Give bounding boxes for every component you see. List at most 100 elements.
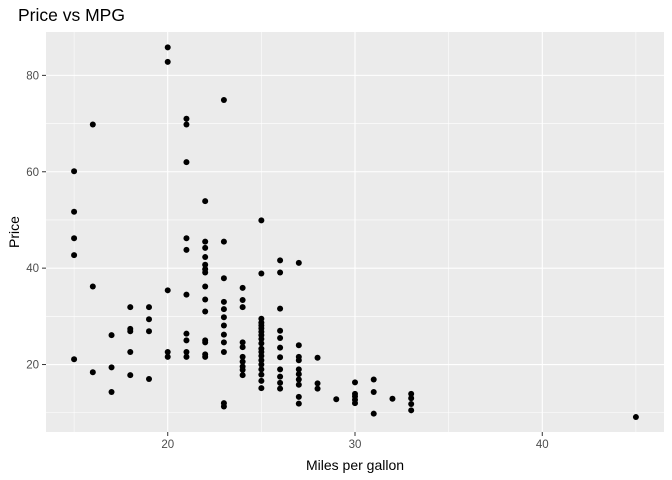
data-point — [164, 349, 171, 355]
data-point — [220, 306, 227, 313]
data-point — [258, 385, 265, 392]
data-point — [164, 58, 171, 65]
data-point — [220, 403, 227, 410]
data-point — [295, 371, 302, 378]
data-point — [127, 372, 134, 379]
data-point — [239, 366, 246, 373]
data-point — [202, 296, 209, 303]
data-point — [220, 331, 227, 338]
data-point — [183, 337, 190, 344]
data-point — [258, 361, 265, 368]
data-point — [258, 217, 265, 224]
data-point — [370, 376, 377, 383]
data-points — [71, 44, 639, 421]
data-point — [370, 389, 377, 395]
data-point — [183, 330, 190, 337]
data-point — [295, 400, 302, 407]
data-point — [239, 296, 246, 303]
y-tick-label: 60 — [26, 167, 39, 179]
tick-labels: 20 30 40 20 40 60 80 — [26, 70, 548, 451]
data-point — [202, 353, 209, 360]
data-point — [164, 44, 171, 51]
data-point — [71, 356, 78, 363]
data-point — [239, 344, 246, 351]
data-point — [277, 344, 284, 351]
data-point — [220, 96, 227, 103]
data-point — [183, 349, 190, 355]
data-point — [258, 357, 265, 364]
data-point — [258, 366, 265, 373]
data-point — [183, 121, 190, 128]
data-point — [239, 353, 246, 360]
chart-title: Price vs MPG — [18, 5, 125, 25]
data-point — [202, 261, 209, 268]
y-axis-title: Price — [6, 216, 22, 248]
data-point — [295, 357, 302, 364]
data-point — [258, 335, 265, 342]
data-point — [277, 385, 284, 392]
data-point — [220, 349, 227, 355]
data-point — [183, 291, 190, 298]
data-point — [183, 246, 190, 253]
data-point — [164, 353, 171, 360]
data-point — [202, 269, 209, 276]
data-point — [127, 304, 134, 311]
x-tick-label: 20 — [161, 439, 174, 451]
data-point — [258, 270, 265, 277]
data-point — [183, 353, 190, 360]
data-point — [408, 407, 415, 414]
data-point — [220, 322, 227, 329]
data-point — [202, 198, 209, 205]
data-point — [314, 380, 321, 387]
data-point — [71, 252, 78, 259]
data-point — [277, 373, 284, 380]
data-point — [277, 269, 284, 276]
data-point — [352, 379, 358, 386]
y-tick-label: 80 — [26, 70, 39, 82]
axis-ticks — [42, 74, 543, 436]
data-point — [183, 159, 190, 166]
data-point — [202, 308, 209, 315]
data-point — [183, 235, 190, 242]
data-point — [202, 283, 209, 290]
data-point — [71, 168, 78, 175]
major-gridlines — [46, 32, 664, 432]
data-point — [333, 396, 340, 403]
data-point — [295, 381, 302, 388]
data-point — [277, 327, 284, 334]
data-point — [71, 208, 78, 215]
data-point — [389, 395, 396, 402]
data-point — [277, 305, 284, 312]
data-point — [146, 328, 152, 335]
data-point — [127, 328, 134, 335]
data-point — [164, 287, 171, 294]
data-point — [352, 400, 358, 407]
data-point — [314, 385, 321, 392]
data-point — [408, 395, 415, 402]
data-point — [146, 375, 152, 382]
data-point — [258, 377, 265, 384]
data-point — [89, 283, 96, 290]
data-point — [408, 401, 415, 408]
data-point — [89, 121, 96, 128]
data-point — [295, 342, 302, 349]
data-point — [295, 393, 302, 400]
data-point — [239, 304, 246, 311]
data-point — [408, 390, 415, 397]
data-point — [220, 275, 227, 282]
data-point — [277, 366, 284, 373]
data-point — [239, 339, 246, 346]
data-point — [183, 115, 190, 122]
data-point — [295, 259, 302, 266]
data-point — [277, 354, 284, 361]
data-point — [277, 257, 284, 264]
data-point — [258, 371, 265, 378]
data-point — [314, 354, 321, 361]
data-point — [146, 316, 152, 323]
data-point — [202, 339, 209, 346]
data-point — [220, 238, 227, 245]
data-point — [239, 372, 246, 379]
data-point — [220, 298, 227, 305]
data-point — [632, 414, 639, 421]
